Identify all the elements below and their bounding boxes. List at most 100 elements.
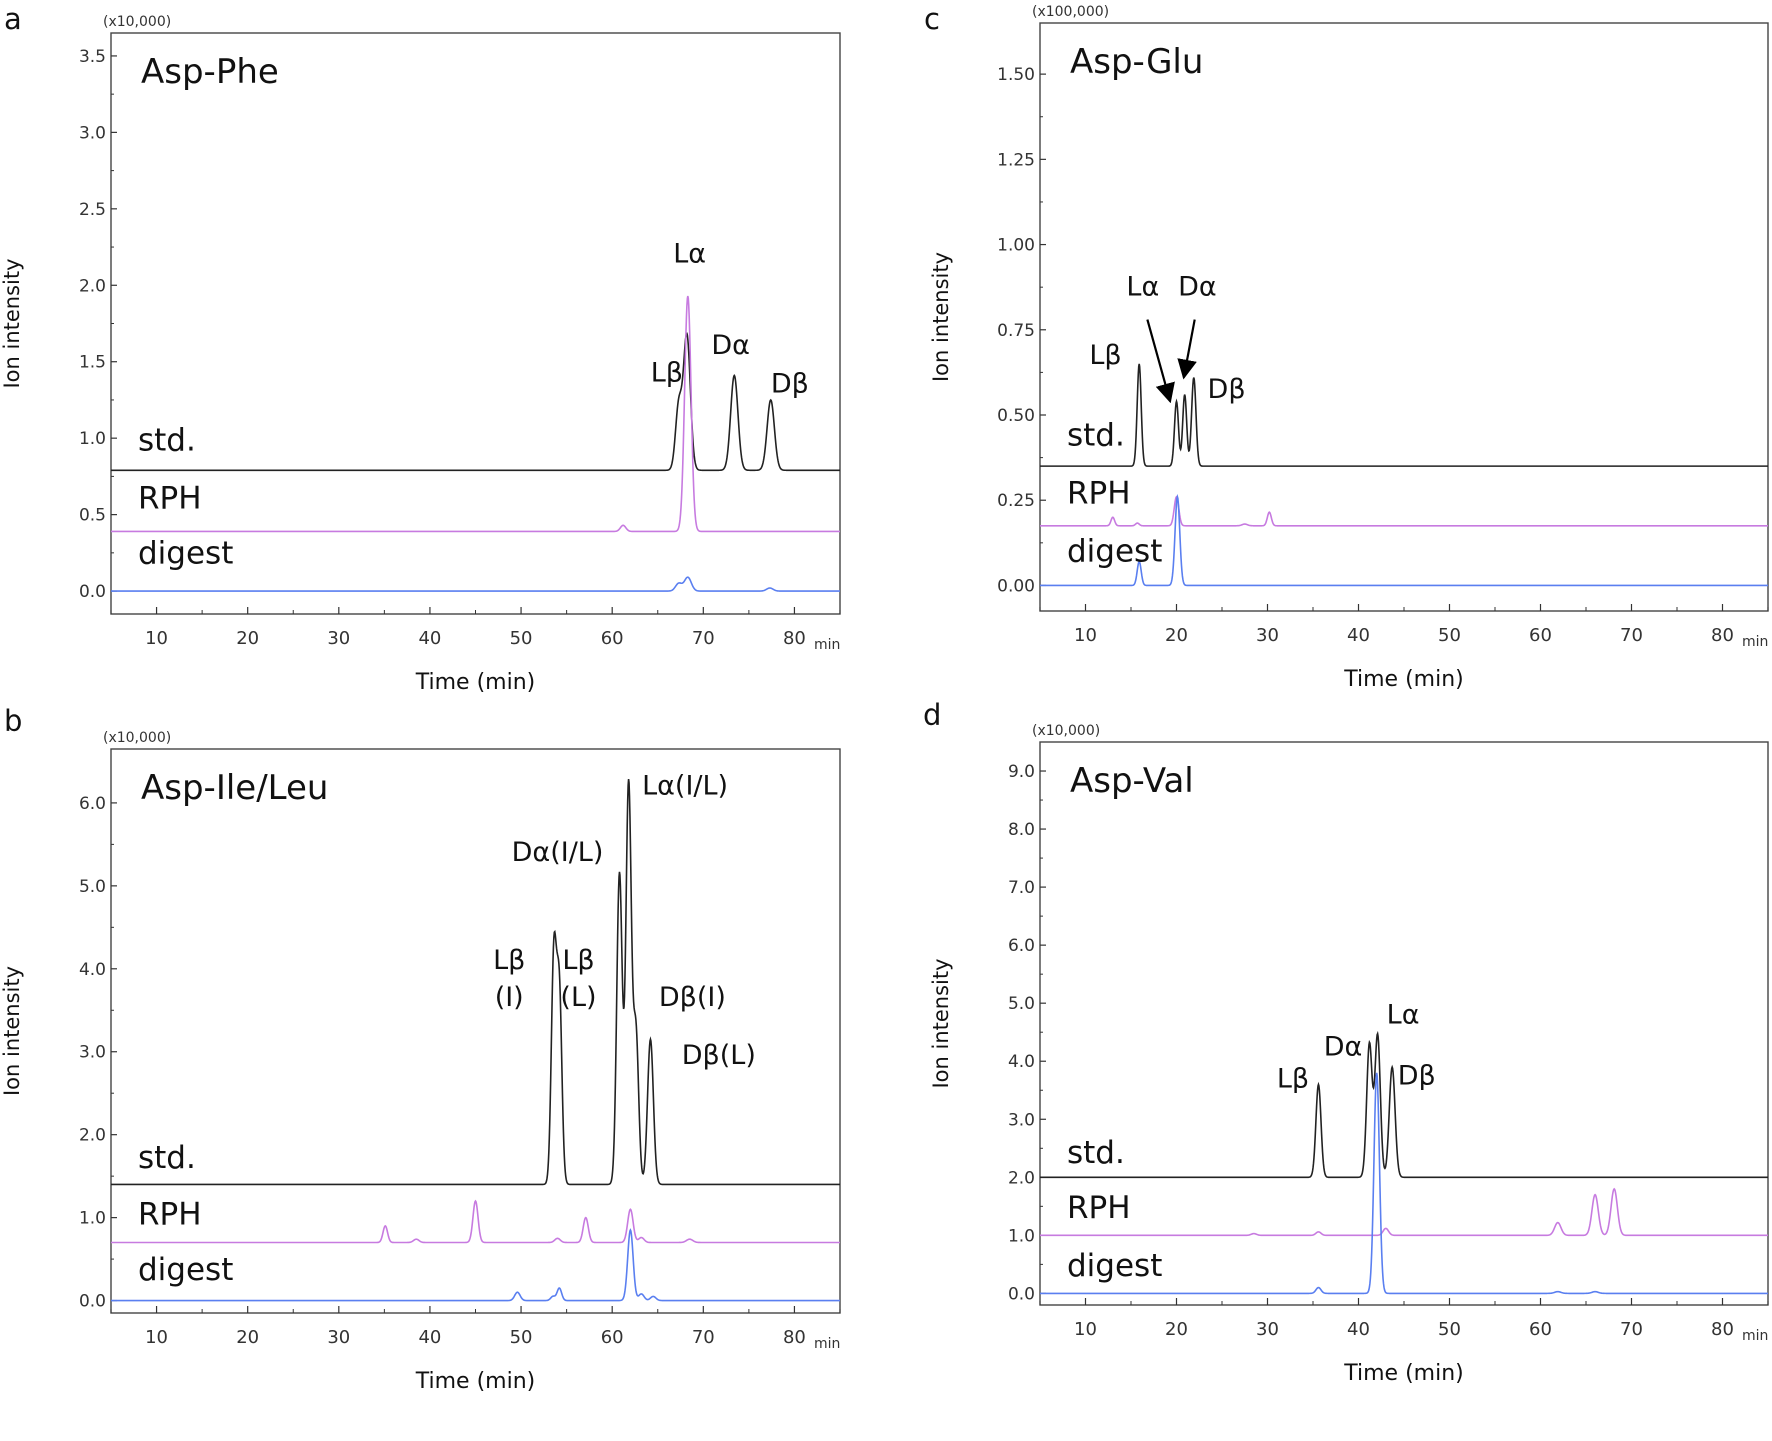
- x-tick-label: 20: [1165, 1319, 1188, 1340]
- peak-label: Dα: [1324, 1031, 1363, 1062]
- y-tick-label: 3.0: [79, 1043, 106, 1063]
- series-label-digest: digest: [138, 536, 233, 572]
- peak-label: Dβ(I): [659, 982, 726, 1013]
- x-tick-label: 50: [510, 628, 533, 649]
- peak-label: Dα(I/L): [512, 837, 604, 868]
- series-label-digest: digest: [138, 1252, 233, 1288]
- compound-title: Asp-Glu: [1070, 42, 1203, 82]
- trace-std: [111, 778, 840, 1186]
- series-label-std: std.: [1067, 418, 1125, 454]
- x-axis-title: Time (min): [415, 1369, 536, 1394]
- series-label-rph: RPH: [1067, 476, 1131, 512]
- peak-label: Dα: [1178, 272, 1217, 303]
- y-tick-label: 3.5: [79, 47, 106, 67]
- y-tick-label: 1.00: [997, 236, 1035, 256]
- series-label-rph: RPH: [138, 1196, 202, 1232]
- x-tick-label: 20: [236, 1327, 259, 1348]
- peak-label: Lβ: [493, 945, 525, 976]
- panel-d: 0.0 1.0 2.0 3.0 4.0 5.0 6.0 7.0 8.0 9.0 10 20 30 40 50…: [929, 723, 1769, 1386]
- x-tick-label: 70: [692, 628, 715, 649]
- trace-digest: [111, 576, 840, 592]
- y-tick-label: 5.0: [79, 877, 106, 897]
- x-tick-label: 20: [236, 628, 259, 649]
- x-tick-label: 50: [1438, 625, 1461, 646]
- y-tick-label: 4.0: [1008, 1052, 1035, 1072]
- y-tick-label: 3.0: [1008, 1110, 1035, 1130]
- x-tick-label: 70: [1620, 625, 1643, 646]
- trace-digest: [1040, 493, 1768, 587]
- trace-std: [1040, 1030, 1768, 1179]
- x-tick-label: 40: [1347, 1319, 1370, 1340]
- y-axis-title: Ion intensity: [929, 252, 953, 382]
- x-axis-title: Time (min): [1343, 1361, 1464, 1386]
- x-tick-label: 60: [601, 628, 624, 649]
- y-tick-label: 6.0: [79, 794, 106, 814]
- x-unit-label: min: [814, 1336, 840, 1352]
- annotation-arrow: [1177, 319, 1197, 380]
- y-tick-label: 2.5: [79, 200, 106, 220]
- x-tick-label: 80: [1711, 625, 1734, 646]
- trace-rph: [111, 1199, 840, 1244]
- x-tick-label: 80: [1711, 1319, 1734, 1340]
- y-tick-label: 1.5: [79, 353, 106, 373]
- y-tick-label: 0.00: [997, 576, 1035, 596]
- x-axis-title: Time (min): [1343, 667, 1464, 692]
- x-tick-label: 60: [601, 1327, 624, 1348]
- y-tick-label: 1.25: [997, 150, 1035, 170]
- y-tick-label: 2.0: [1008, 1168, 1035, 1188]
- panel-letter-b: b: [4, 704, 22, 738]
- panel-letter-a: a: [4, 2, 22, 36]
- panel-letter-c: c: [924, 2, 940, 36]
- annotation-arrow: [1146, 319, 1175, 404]
- peak-label: Lα: [673, 238, 706, 269]
- y-multiplier-label: (x10,000): [1032, 723, 1100, 739]
- trace-rph: [111, 295, 840, 533]
- x-tick-label: 10: [1074, 625, 1097, 646]
- y-axis-title: Ion intensity: [0, 258, 24, 388]
- x-unit-label: min: [1742, 1328, 1768, 1344]
- y-tick-label: 0.0: [79, 582, 106, 602]
- y-tick-label: 6.0: [1008, 936, 1035, 956]
- y-tick-label: 1.0: [1008, 1226, 1035, 1246]
- trace-rph: [1040, 1187, 1768, 1237]
- y-axis-title: Ion intensity: [0, 966, 24, 1096]
- y-tick-label: 1.50: [997, 65, 1035, 85]
- x-tick-label: 10: [145, 628, 168, 649]
- series-label-digest: digest: [1067, 1248, 1162, 1284]
- x-tick-label: 80: [783, 1327, 806, 1348]
- y-tick-label: 9.0: [1008, 762, 1035, 782]
- peak-label: Lβ: [1277, 1063, 1309, 1094]
- x-tick-label: 40: [418, 628, 441, 649]
- series-label-rph: RPH: [1067, 1190, 1131, 1226]
- x-tick-label: 30: [1256, 1319, 1279, 1340]
- y-multiplier-label: (x10,000): [103, 730, 171, 746]
- panel-b: 0.0 1.0 2.0 3.0 4.0 5.0 6.0 10 20 30 40 50 60 70 80 min…: [0, 730, 841, 1394]
- y-tick-label: 7.0: [1008, 878, 1035, 898]
- y-tick-label: 4.0: [79, 960, 106, 980]
- peak-label: (L): [560, 982, 596, 1013]
- x-tick-label: 30: [327, 1327, 350, 1348]
- x-tick-label: 30: [327, 628, 350, 649]
- peak-label: Lβ: [651, 358, 683, 389]
- trace-digest: [111, 1228, 840, 1302]
- y-multiplier-label: (x10,000): [103, 14, 171, 30]
- trace-std: [1040, 363, 1768, 467]
- x-tick-label: 70: [1620, 1319, 1643, 1340]
- y-axis-title: Ion intensity: [929, 958, 953, 1088]
- y-tick-label: 1.0: [79, 1209, 106, 1229]
- x-tick-label: 20: [1165, 625, 1188, 646]
- peak-label: (I): [495, 982, 524, 1013]
- y-tick-label: 1.0: [79, 429, 106, 449]
- peak-label: Dβ: [771, 368, 809, 399]
- x-unit-label: min: [814, 637, 840, 653]
- x-tick-label: 50: [510, 1327, 533, 1348]
- y-tick-label: 0.25: [997, 491, 1035, 511]
- plot-frame: [1039, 22, 1769, 612]
- series-label-rph: RPH: [138, 481, 202, 517]
- peak-label: Lα(I/L): [642, 771, 728, 802]
- peak-label: Dβ: [1398, 1060, 1436, 1091]
- series-label-std: std.: [1067, 1135, 1125, 1171]
- y-tick-label: 0.0: [1008, 1284, 1035, 1304]
- trace-std: [111, 332, 840, 472]
- peak-label: Dα: [711, 330, 750, 361]
